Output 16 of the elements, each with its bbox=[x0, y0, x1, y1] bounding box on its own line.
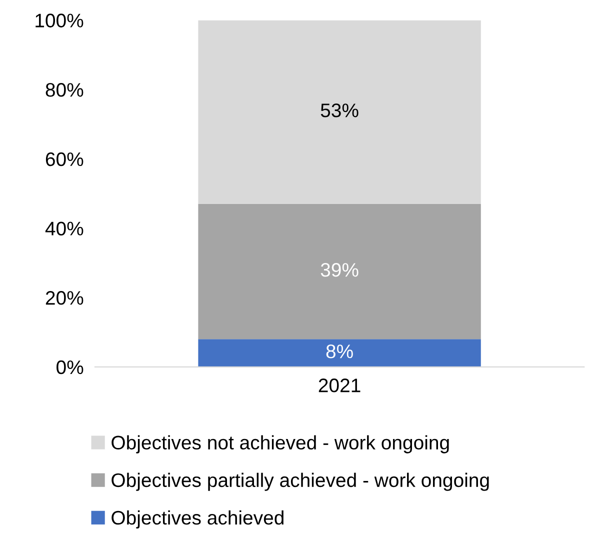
x-tick-label: 2021 bbox=[318, 378, 360, 392]
legend-label: Objectives achieved bbox=[112, 510, 284, 528]
y-tick-label: 60% bbox=[46, 152, 84, 166]
y-tick-label: 80% bbox=[46, 83, 84, 97]
y-tick-label: 40% bbox=[45, 222, 84, 236]
y-tick-label: 0% bbox=[56, 360, 84, 374]
data-label: 53% bbox=[320, 104, 358, 118]
data-label: 8% bbox=[326, 344, 353, 358]
bar bbox=[198, 339, 481, 367]
legend-label: Objectives partially achieved - work ongoing bbox=[112, 472, 489, 491]
y-tick-label: 20% bbox=[46, 291, 84, 305]
data-label: 39% bbox=[320, 263, 358, 277]
legend-label: Objectives not achieved - work ongoing bbox=[112, 435, 449, 454]
bar bbox=[198, 20, 481, 204]
y-tick-label: 100% bbox=[36, 14, 84, 28]
bar bbox=[198, 204, 481, 340]
